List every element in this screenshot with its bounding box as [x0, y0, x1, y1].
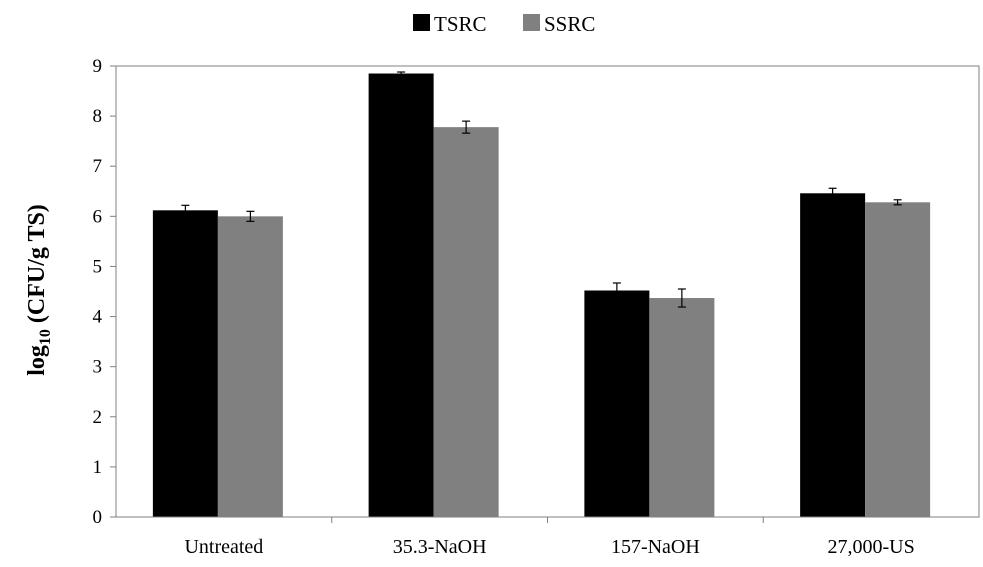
bar-tsrc [368, 73, 434, 518]
y-tick-label: 2 [93, 407, 103, 428]
y-tick-label: 8 [93, 106, 103, 127]
plot-area [152, 71, 931, 518]
x-category-label: 35.3-NaOH [393, 536, 487, 558]
bar-tsrc [584, 290, 650, 517]
bar-ssrc [865, 202, 931, 517]
x-category-label: Untreated [184, 536, 263, 558]
legend-label-tsrc: TSRC [434, 12, 487, 36]
legend: TSRC SSRC [413, 12, 595, 36]
y-tick-label: 5 [93, 256, 103, 277]
bar-tsrc [800, 193, 866, 517]
y-axis-label-subscript: 10 [37, 329, 54, 345]
y-axis-label-suffix: (CFU/g TS) [24, 204, 50, 329]
x-category-label: 27,000-US [828, 536, 915, 558]
bar-ssrc [433, 127, 499, 517]
bar-tsrc [152, 210, 218, 517]
bar-ssrc [649, 298, 715, 517]
y-tick-label: 7 [93, 156, 103, 177]
legend-label-ssrc: SSRC [544, 12, 595, 36]
y-axis: 0 1 2 3 4 5 6 7 8 9 [93, 56, 116, 528]
bar-ssrc [217, 216, 283, 518]
y-axis-label: log10 (CFU/g TS) [24, 204, 54, 376]
y-tick-label: 9 [93, 56, 103, 77]
y-tick-label: 6 [93, 206, 103, 227]
x-category-label: 157-NaOH [611, 536, 700, 558]
legend-swatch-ssrc [523, 14, 540, 31]
y-tick-label: 4 [93, 307, 103, 328]
plot-frame [115, 65, 980, 518]
legend-swatch-tsrc [413, 14, 430, 31]
y-tick-label: 0 [93, 507, 103, 528]
y-tick-label: 3 [93, 357, 103, 378]
x-axis: Untreated 35.3-NaOH 157-NaOH 27,000-US [184, 517, 915, 558]
y-tick-label: 1 [93, 457, 103, 478]
y-axis-label-prefix: log [24, 345, 50, 376]
